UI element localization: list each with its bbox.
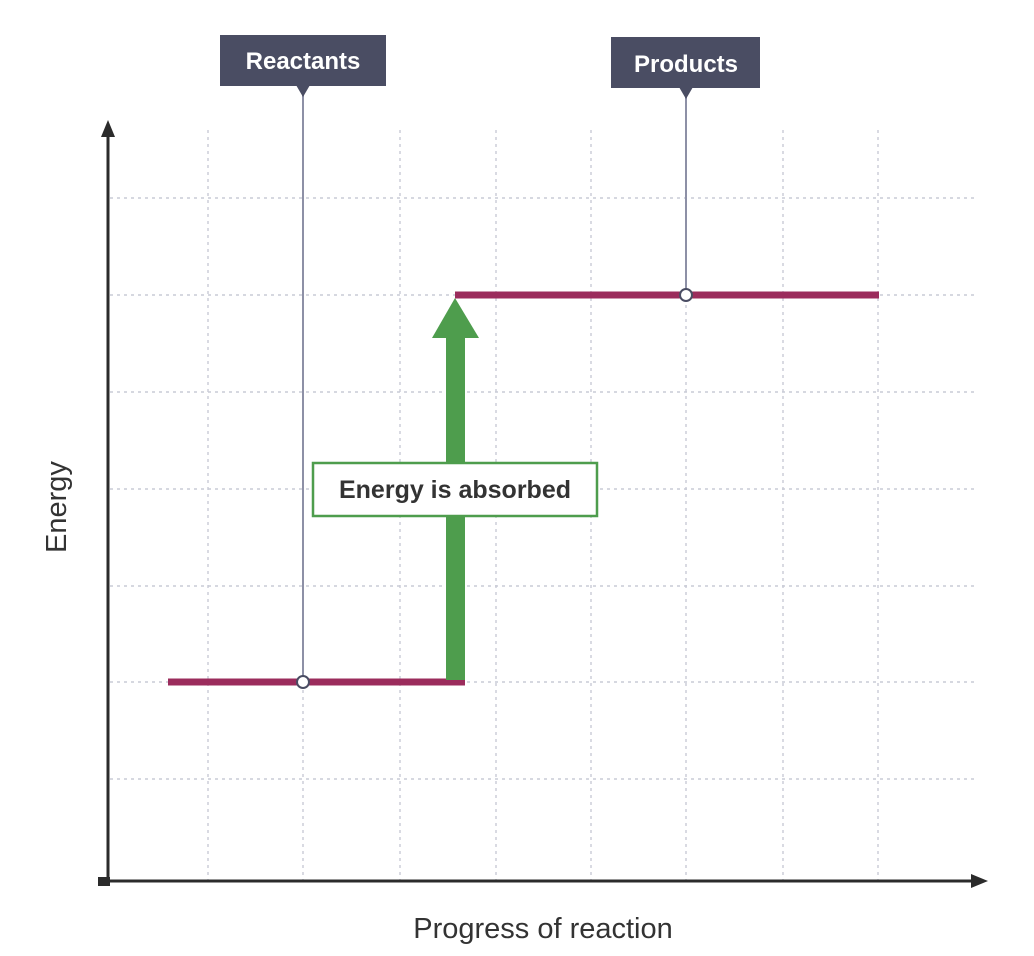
products-tag-background — [611, 37, 760, 88]
grid — [110, 130, 975, 880]
reactants-marker-icon — [296, 675, 310, 689]
reactants-tag: Reactants — [220, 35, 386, 97]
callout-text: Energy is absorbed — [339, 476, 571, 504]
products-tag: Products — [611, 37, 760, 99]
products-tag-pointer-icon — [679, 87, 693, 99]
reactants-tag-pointer-icon — [296, 85, 310, 97]
x-axis-label: Progress of reaction — [413, 913, 673, 945]
energy-absorbed-callout: Energy is absorbed — [311, 461, 599, 518]
arrow-head — [432, 298, 479, 338]
x-axis-arrowhead-icon — [971, 874, 988, 888]
y-axis-label: Energy — [41, 461, 73, 553]
callout-box — [311, 461, 599, 518]
axis-origin-tick — [98, 877, 110, 886]
y-axis-arrowhead-icon — [101, 120, 115, 137]
reactants-label: Reactants — [246, 48, 361, 75]
axes — [98, 120, 988, 888]
reactants-tag-background — [220, 35, 386, 86]
products-marker-icon — [679, 288, 693, 302]
products-label: Products — [634, 51, 738, 78]
